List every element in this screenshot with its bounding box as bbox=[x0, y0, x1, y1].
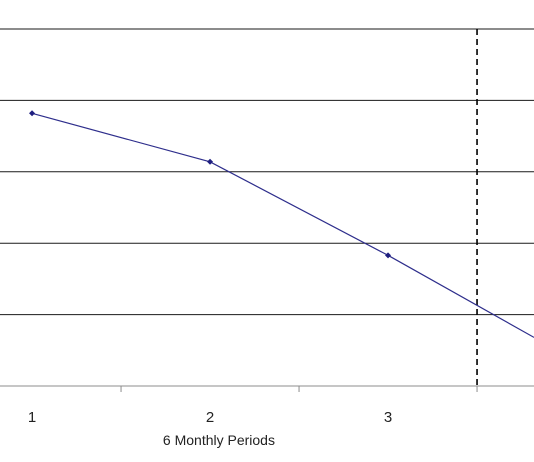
x-tick-label-1: 1 bbox=[28, 409, 36, 426]
x-tick-label-2: 2 bbox=[206, 409, 214, 426]
x-tick-label-3: 3 bbox=[384, 409, 392, 426]
x-tick-labels: 1 2 3 bbox=[28, 409, 392, 426]
data-point-2 bbox=[207, 158, 214, 165]
data-point-1 bbox=[29, 110, 36, 117]
x-axis-ticks bbox=[120, 386, 478, 392]
data-point-3 bbox=[385, 252, 392, 259]
x-axis-title: 6 Monthly Periods bbox=[163, 432, 275, 448]
series-line-1 bbox=[31, 112, 534, 338]
gridlines bbox=[0, 28, 534, 316]
series-layer bbox=[29, 110, 534, 338]
